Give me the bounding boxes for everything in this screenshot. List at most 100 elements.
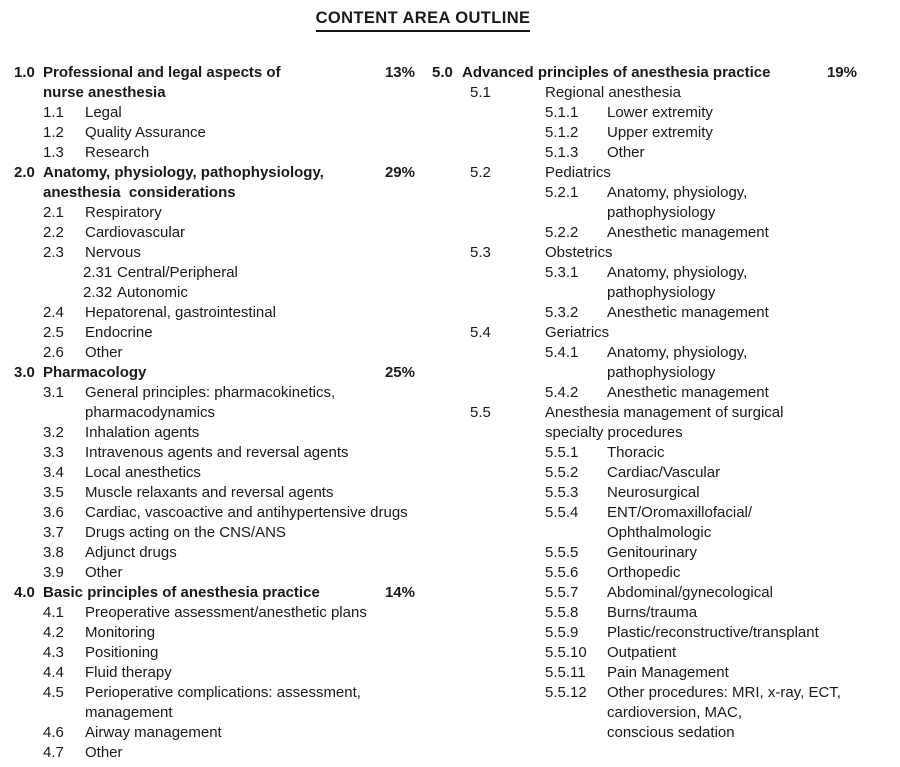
item-number: 2.5 [43,324,64,341]
outline-item: 2.4 Hepatorenal, gastrointestinal [14,303,424,323]
item-number: 5.5.8 [545,604,579,621]
item-number: 5.5.10 [545,644,587,661]
outline-subitem: 5.5.7 Abdominal/gynecological [432,583,862,603]
page-title: CONTENT AREA OUTLINE [315,9,531,32]
outline-item: 2.5 Endocrine [14,323,424,343]
item-number: 4.2 [43,624,64,641]
item-label: Lower extremity [607,104,713,121]
section-title: Professional and legal aspects of nurse … [43,64,281,101]
outline-subitem: 5.5.2 Cardiac/Vascular [432,463,862,483]
item-label: Other [607,144,645,161]
item-label: Anatomy, physiology, pathophysiology [607,344,748,381]
section-heading-3: 3.0 Pharmacology 25% [14,363,424,383]
section-percent: 29% [384,164,415,181]
outline-item: 1.3 Research [14,143,424,163]
outline-item: 3.8 Adjunct drugs [14,543,424,563]
item-label: Positioning [85,644,159,661]
section-percent: 13% [384,64,415,81]
item-label: Burns/trauma [607,604,698,621]
item-label: Drugs acting on the CNS/ANS [85,524,286,541]
item-number: 5.5.11 [545,664,586,681]
outline-item: 4.4 Fluid therapy [14,663,424,683]
outline-item: 3.3 Intravenous agents and reversal agen… [14,443,424,463]
item-label: Autonomic [117,284,188,301]
item-label: Outpatient [607,644,677,661]
section-title: Advanced principles of anesthesia practi… [462,64,771,81]
item-label: Anesthesia management of surgical specia… [545,404,784,441]
item-number: 4.7 [43,744,64,761]
item-label: Anesthetic management [607,304,769,321]
section-number: 5.0 [432,64,453,81]
outline-item: 5.4 Geriatrics [432,323,862,343]
item-number: 3.1 [43,384,64,401]
item-number: 5.2.2 [545,224,579,241]
item-label: Quality Assurance [85,124,206,141]
outline-item: 4.2 Monitoring [14,623,424,643]
section-heading-2: 2.0 Anatomy, physiology, pathophysiology… [14,163,424,203]
outline-subitem: 5.5.8 Burns/trauma [432,603,862,623]
item-label: Muscle relaxants and reversal agents [85,484,334,501]
outline-subitem: 5.5.11 Pain Management [432,663,862,683]
outline-subitem: 5.2.1 Anatomy, physiology, pathophysiolo… [432,183,862,223]
item-label: Thoracic [607,444,665,461]
section-number: 2.0 [14,164,35,181]
outline-item: 4.3 Positioning [14,643,424,663]
item-number: 3.8 [43,544,64,561]
outline-subitem: 5.4.2 Anesthetic management [432,383,862,403]
item-label: General principles: pharmacokinetics, ph… [85,384,336,421]
section-title: Pharmacology [43,364,147,381]
item-label: ENT/Oromaxillofacial/ Ophthalmologic [607,504,753,541]
item-number: 5.2.1 [545,184,579,201]
item-number: 5.4.1 [545,344,579,361]
outline-subitem: 2.32 Autonomic [14,283,424,303]
item-number: 5.1.1 [545,104,579,121]
item-number: 5.5.3 [545,484,579,501]
outline-subitem: 5.3.1 Anatomy, physiology, pathophysiolo… [432,263,862,303]
item-number: 2.32 [83,284,113,301]
section-heading-1: 1.0 Professional and legal aspects of nu… [14,63,424,103]
item-number: 5.5.9 [545,624,579,641]
outline-subitem: 5.1.1 Lower extremity [432,103,862,123]
item-number: 5.1.3 [545,144,579,161]
content-column-right: 5.0 Advanced principles of anesthesia pr… [432,63,862,743]
item-label: Intravenous agents and reversal agents [85,444,349,461]
item-number: 3.9 [43,564,64,581]
outline-item: 3.1 General principles: pharmacokinetics… [14,383,424,423]
item-number: 5.5 [470,404,491,421]
item-label: Upper extremity [607,124,713,141]
item-label: Inhalation agents [85,424,200,441]
item-label: Regional anesthesia [545,84,681,101]
item-number: 3.3 [43,444,64,461]
item-number: 1.3 [43,144,64,161]
outline-subitem: 5.5.5 Genitourinary [432,543,862,563]
outline-subitem: 5.4.1 Anatomy, physiology, pathophysiolo… [432,343,862,383]
item-label: Anatomy, physiology, pathophysiology [607,264,748,301]
outline-subitem: 5.1.3 Other [432,143,862,163]
item-label: Hepatorenal, gastrointestinal [85,304,276,321]
outline-item: 2.1 Respiratory [14,203,424,223]
item-label: Obstetrics [545,244,613,261]
item-number: 5.5.2 [545,464,579,481]
content-column-left: 1.0 Professional and legal aspects of nu… [14,63,424,763]
item-label: Cardiovascular [85,224,186,241]
outline-item: 4.6 Airway management [14,723,424,743]
item-number: 3.4 [43,464,64,481]
item-label: Research [85,144,150,161]
item-label: Anesthetic management [607,384,769,401]
outline-subitem: 5.5.9 Plastic/reconstructive/transplant [432,623,862,643]
item-label: Other [85,564,123,581]
item-number: 4.3 [43,644,64,661]
section-heading-5: 5.0 Advanced principles of anesthesia pr… [432,63,862,83]
item-label: Legal [85,104,122,121]
item-label: Preoperative assessment/anesthetic plans [85,604,367,621]
item-number: 4.1 [43,604,64,621]
item-number: 5.4.2 [545,384,579,401]
outline-subitem: 2.31 Central/Peripheral [14,263,424,283]
outline-item: 1.2 Quality Assurance [14,123,424,143]
item-label: Nervous [85,244,141,261]
item-label: Neurosurgical [607,484,700,501]
outline-item: 2.3 Nervous [14,243,424,263]
item-number: 5.5.1 [545,444,579,461]
section-number: 4.0 [14,584,35,601]
outline-subitem: 5.5.12 Other procedures: MRI, x-ray, ECT… [432,683,862,743]
